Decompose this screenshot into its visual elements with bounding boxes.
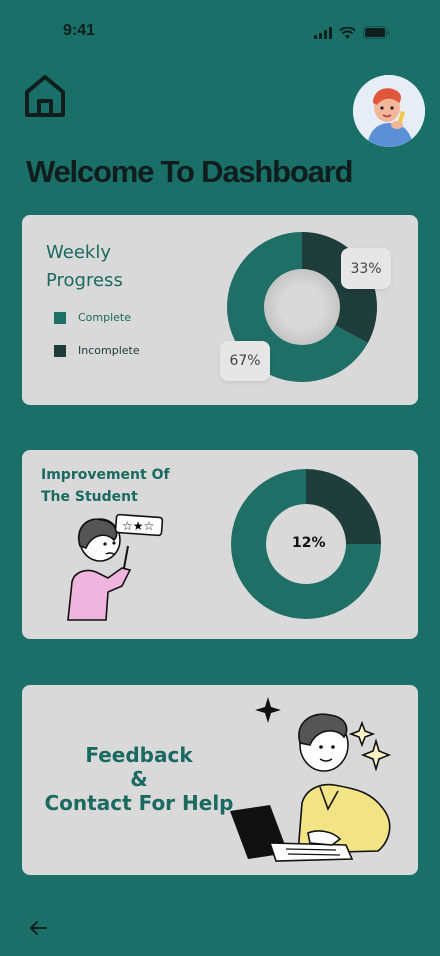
legend-incomplete-swatch xyxy=(54,344,66,357)
legend-incomplete: Incomplete xyxy=(54,344,140,357)
legend-incomplete-label: Incomplete xyxy=(78,344,140,357)
home-icon xyxy=(25,75,65,117)
weekly-progress-card[interactable]: Weekly Progress Complete Incomplete 33% … xyxy=(22,215,418,405)
signal-icon xyxy=(314,26,332,39)
legend-complete: Complete xyxy=(54,311,131,324)
incomplete-percent-badge: 33% xyxy=(341,248,391,289)
feedback-line-3: Contact For Help xyxy=(44,791,234,815)
arrow-left-icon xyxy=(30,921,47,935)
feedback-title: Feedback & Contact For Help xyxy=(44,743,234,815)
feedback-card[interactable]: Feedback & Contact For Help xyxy=(22,685,418,875)
avatar[interactable] xyxy=(353,75,425,147)
laptop-person-illustration xyxy=(230,697,392,862)
feedback-line-2: & xyxy=(130,767,148,791)
home-button[interactable] xyxy=(24,74,66,118)
status-time: 9:41 xyxy=(63,22,96,39)
weekly-progress-title: Weekly Progress xyxy=(46,242,123,291)
avatar-illustration xyxy=(353,75,425,147)
student-illustration: ☆★☆ xyxy=(67,513,164,621)
feedback-line-1: Feedback xyxy=(85,743,193,767)
improvement-donut-chart xyxy=(231,469,381,619)
back-button[interactable] xyxy=(26,916,50,940)
legend-complete-label: Complete xyxy=(78,311,132,324)
wifi-icon xyxy=(339,26,356,39)
improvement-title: Improvement Of The Student xyxy=(41,467,170,505)
incomplete-percent-label: 33% xyxy=(350,260,382,277)
status-icons xyxy=(314,26,390,39)
page-title: Welcome To Dashboard xyxy=(26,154,353,189)
complete-percent-label: 67% xyxy=(229,353,261,369)
svg-text:☆★☆: ☆★☆ xyxy=(122,519,154,533)
complete-percent-badge: 67% xyxy=(220,341,270,381)
improvement-percent-label: 12% xyxy=(292,535,326,551)
status-bar: 9:41 xyxy=(0,0,440,66)
legend-complete-swatch xyxy=(54,311,66,324)
improvement-card[interactable]: Improvement Of The Student ☆★☆ 12% xyxy=(22,450,418,639)
battery-icon xyxy=(363,26,390,39)
